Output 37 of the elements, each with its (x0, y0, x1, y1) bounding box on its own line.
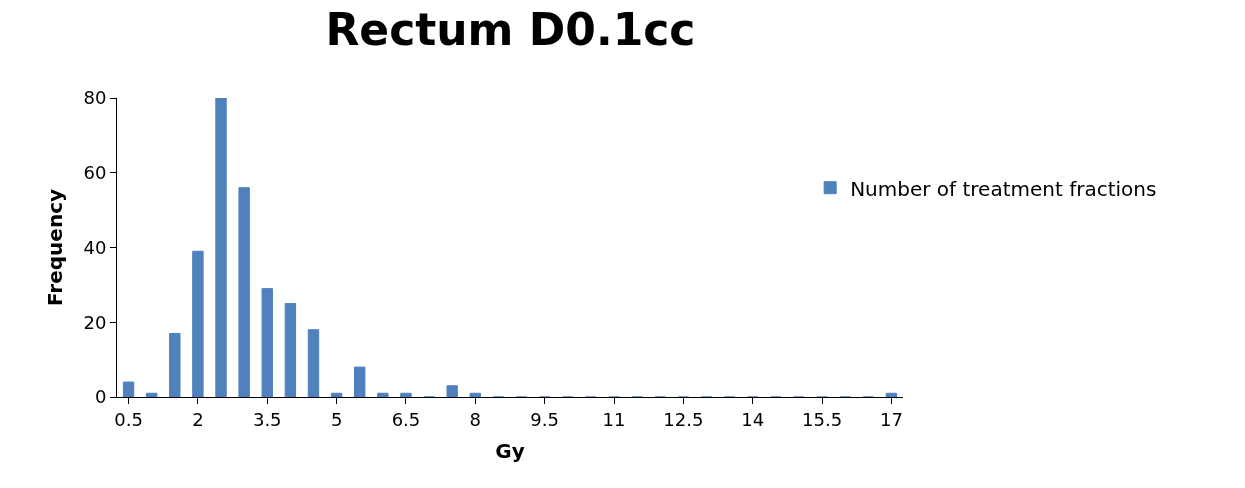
x-tick-label: 17 (879, 408, 903, 430)
bar (238, 187, 250, 397)
bar (145, 392, 158, 397)
x-tick-label: 15.5 (802, 408, 843, 430)
bar (215, 98, 227, 397)
bar (122, 381, 135, 397)
x-tick-label: 6.5 (391, 408, 421, 430)
bar (354, 366, 366, 397)
bar (330, 392, 343, 397)
y-tick-label: 80 (83, 87, 107, 109)
x-tick-label: 9.5 (530, 408, 559, 430)
y-axis-title: Frequency (42, 188, 67, 307)
bar (400, 392, 412, 397)
x-tick-label: 3.5 (252, 408, 282, 430)
bar (261, 288, 273, 397)
bar (192, 250, 204, 397)
bar (885, 392, 898, 397)
x-tick-label: 0.5 (114, 408, 143, 430)
y-tick-label: 60 (83, 162, 107, 184)
x-axis-title: Gy (495, 439, 525, 464)
x-tick-label: 11 (602, 408, 626, 430)
legend-label: Number of treatment fractions (850, 176, 1157, 201)
bar (284, 303, 297, 397)
x-tick-label: 14 (741, 408, 765, 430)
x-tick-label: 5 (330, 408, 343, 430)
y-tick-label: 20 (83, 311, 107, 333)
x-tick-label: 2 (192, 408, 204, 430)
y-tick-label: 0 (94, 386, 107, 408)
bar (469, 392, 481, 397)
bar (446, 385, 458, 397)
chart-title: Rectum D0.1cc (325, 4, 696, 56)
bar (307, 329, 320, 397)
x-tick-label: 12.5 (663, 408, 704, 430)
y-tick-label: 40 (83, 236, 107, 258)
bar (377, 392, 389, 397)
x-tick-label: 8 (469, 408, 482, 430)
bar (169, 332, 181, 397)
